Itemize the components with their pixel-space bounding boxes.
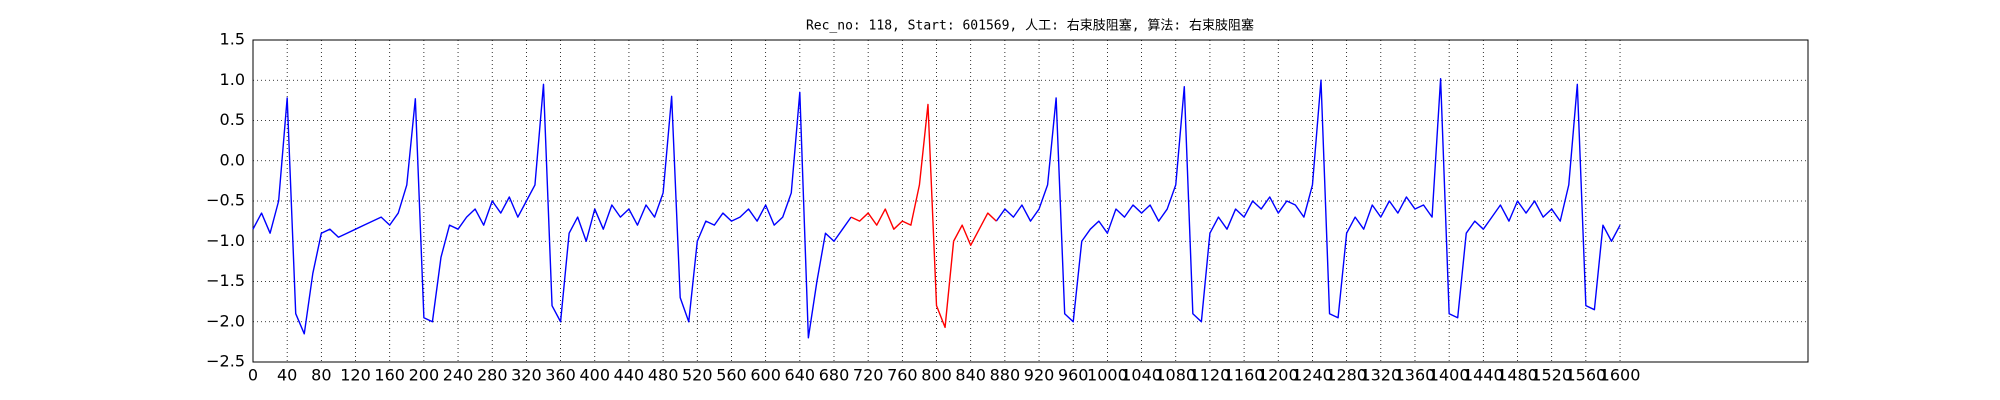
x-tick-label: 680 (819, 366, 850, 385)
x-tick-label: 760 (887, 366, 918, 385)
x-tick-label: 80 (311, 366, 331, 385)
x-tick-label: 1400 (1429, 366, 1470, 385)
x-tick-label: 800 (921, 366, 952, 385)
series-line (850, 103, 997, 329)
x-tick-label: 1240 (1292, 366, 1333, 385)
x-tick-label: 120 (340, 366, 371, 385)
x-tick-label: 280 (477, 366, 508, 385)
x-tick-label: 40 (277, 366, 297, 385)
x-tick-label: 1040 (1121, 366, 1162, 385)
x-tick-label: 480 (648, 366, 679, 385)
x-tick-label: 440 (614, 366, 645, 385)
x-tick-label: 240 (443, 366, 474, 385)
x-tick-label: 640 (785, 366, 816, 385)
x-tick-label: 1520 (1531, 366, 1572, 385)
y-tick-label: 1.0 (220, 70, 245, 89)
x-tick-label: 920 (1024, 366, 1055, 385)
y-tick-label: −1.5 (206, 271, 245, 290)
chart-title: Rec_no: 118, Start: 601569, 人工: 右束肢阻塞, 算… (806, 18, 1254, 34)
x-tick-label: 0 (248, 366, 258, 385)
x-tick-label: 1200 (1258, 366, 1299, 385)
x-tick-label: 960 (1058, 366, 1089, 385)
y-tick-label: −2.5 (206, 352, 245, 371)
x-tick-label: 160 (374, 366, 405, 385)
y-tick-label: 0.0 (220, 150, 245, 169)
x-tick-label: 520 (682, 366, 713, 385)
x-tick-label: 1120 (1190, 366, 1231, 385)
x-tick-label: 1080 (1155, 366, 1196, 385)
x-tick-label: 600 (750, 366, 781, 385)
y-tick-label: −2.0 (206, 311, 245, 330)
plot-frame (252, 39, 1809, 363)
y-tick-label: −1.0 (206, 231, 245, 250)
x-tick-label: 1560 (1565, 366, 1606, 385)
x-tick-label: 360 (545, 366, 576, 385)
x-tick-label: 840 (955, 366, 986, 385)
x-tick-label: 1440 (1463, 366, 1504, 385)
x-tick-label: 400 (579, 366, 610, 385)
x-tick-label: 1160 (1224, 366, 1265, 385)
x-tick-label: 560 (716, 366, 747, 385)
x-tick-label: 320 (511, 366, 542, 385)
x-tick-label: 200 (409, 366, 440, 385)
y-tick-label: −0.5 (206, 191, 245, 210)
x-tick-label: 880 (990, 366, 1021, 385)
x-tick-label: 1000 (1087, 366, 1128, 385)
y-tick-label: 0.5 (220, 110, 245, 129)
y-tick-label: 1.5 (220, 30, 245, 49)
series-line (252, 77, 1621, 339)
x-tick-label: 1320 (1360, 366, 1401, 385)
x-tick-label: 1360 (1395, 366, 1436, 385)
x-tick-label: 720 (853, 366, 884, 385)
x-tick-label: 1280 (1326, 366, 1367, 385)
x-tick-label: 1600 (1600, 366, 1641, 385)
x-tick-label: 1480 (1497, 366, 1538, 385)
